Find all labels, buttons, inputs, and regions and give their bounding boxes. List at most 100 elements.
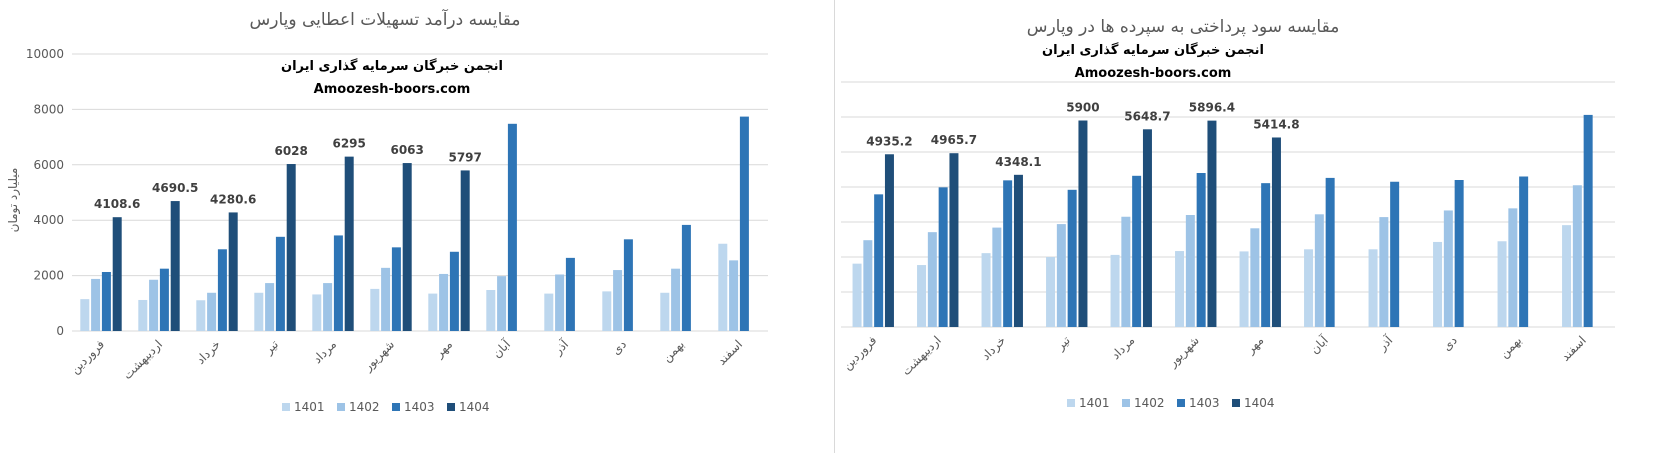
bar-1403 (391, 247, 401, 331)
data-label: 5648.7 (1124, 109, 1170, 123)
x-tick-label: تیر (261, 337, 282, 358)
bar-1402 (1572, 185, 1582, 327)
bar-1401 (370, 288, 380, 331)
bar-1404 (1207, 120, 1217, 327)
bar-1401 (1433, 241, 1443, 327)
x-tick-label: اسفند (714, 337, 745, 368)
bar-1401 (1562, 225, 1572, 327)
bar-1403 (275, 236, 285, 331)
bar-1403 (1325, 177, 1335, 327)
x-tick-label: دی (1440, 333, 1460, 353)
bar-1401 (1368, 249, 1378, 327)
bar-1402 (1185, 215, 1195, 327)
legend-swatch-1402 (1122, 399, 1130, 407)
bar-1403 (681, 224, 691, 331)
data-label: 6063 (390, 143, 423, 157)
bar-1403 (217, 249, 227, 331)
bar-1404 (228, 212, 238, 331)
data-label: 4690.5 (152, 181, 198, 195)
bar-1401 (1110, 254, 1120, 327)
chart-panel-deposit-interest: مقایسه سود پرداختی به سپرده ها در وپارس … (834, 0, 1665, 453)
watermark-line-1: انجمن خبرگان سرمایه گذاری ایران (281, 58, 503, 74)
bar-1403 (1390, 181, 1400, 327)
bar-1401 (196, 300, 206, 331)
watermark-line-2: Amoozesh-boors.com (314, 82, 471, 97)
legend-label-1401: 1401 (294, 400, 325, 414)
bar-1401 (544, 293, 554, 331)
legend-swatch-1401 (282, 403, 290, 411)
bar-1402 (149, 279, 159, 331)
bar-1401 (917, 265, 927, 327)
legend-label-1403: 1403 (404, 400, 435, 414)
x-tick-label: فروردین (840, 333, 880, 373)
bar-1401 (428, 293, 438, 331)
legend-label-1402: 1402 (1134, 396, 1165, 410)
bar-1403 (1196, 173, 1206, 327)
x-tick-label: خرداد (193, 337, 223, 367)
data-label: 6295 (332, 137, 365, 151)
bar-1401 (981, 253, 991, 327)
data-label: 4280.6 (210, 192, 256, 206)
bar-1401 (312, 294, 322, 331)
bar-1404 (402, 163, 412, 331)
x-tick-label: مهر (431, 337, 455, 361)
bar-1403 (101, 271, 111, 331)
x-tick-label: اسفند (1558, 333, 1589, 364)
bar-1401 (1046, 257, 1056, 327)
chart-loan-income: مقایسه درآمد تسهیلات اعطایی وپارس انجمن … (6, 8, 768, 414)
bar-1401 (718, 243, 728, 331)
legend-swatch-1404 (1232, 399, 1240, 407)
bar-1402 (265, 283, 275, 331)
x-tick-label: مرداد (310, 337, 340, 367)
bar-1403 (1003, 180, 1013, 327)
plot-area: 0 2000 4000 6000 8000 10000 4108.6 فروردین 4690.… (26, 47, 768, 414)
x-tick-label: آبان (489, 336, 514, 361)
x-tick-label: فروردین (68, 337, 108, 377)
x-tick-label: تیر (1053, 333, 1074, 354)
bar-1401 (852, 263, 862, 327)
bar-1404 (949, 153, 959, 327)
bar-1401 (80, 299, 90, 331)
bar-1402 (1250, 228, 1260, 327)
legend-label-1404: 1404 (1244, 396, 1275, 410)
x-tick-label: مهر (1243, 333, 1267, 357)
legend-label-1401: 1401 (1079, 396, 1110, 410)
bar-1403 (938, 187, 948, 327)
bar-1403 (1454, 180, 1464, 327)
y-tick-label: 4000 (33, 213, 64, 227)
bar-1403 (874, 194, 884, 327)
chart-panel-loan-income: مقایسه درآمد تسهیلات اعطایی وپارس انجمن … (6, 8, 768, 414)
y-axis-label: میلیارد تومان (6, 168, 21, 233)
data-label: 5896.4 (1189, 101, 1235, 115)
bar-1401 (1175, 251, 1185, 327)
bar-1403 (1583, 114, 1593, 328)
x-tick-label: اردیبهشت (899, 333, 945, 379)
bar-1404 (1078, 120, 1088, 327)
data-label: 4935.2 (866, 134, 912, 148)
bar-1403 (739, 116, 749, 332)
legend-swatch-1403 (392, 403, 400, 411)
bar-1402 (207, 292, 217, 331)
bar-1404 (884, 154, 894, 327)
data-label: 5900 (1066, 101, 1099, 115)
y-tick-label: 6000 (33, 158, 64, 172)
bar-1403 (1067, 189, 1077, 327)
bar-1402 (439, 273, 449, 331)
y-tick-label: 2000 (33, 269, 64, 283)
bar-1404 (344, 156, 354, 331)
bar-1403 (1261, 183, 1271, 327)
bar-1403 (333, 235, 343, 331)
bar-1401 (602, 291, 612, 331)
x-tick-label: دی (609, 337, 629, 357)
plot-area: 010002000300040005000600070004935.2فرورد… (840, 81, 1615, 410)
legend-swatch-1402 (337, 403, 345, 411)
x-tick-label: بهمن (660, 337, 688, 365)
bar-1404 (112, 217, 122, 331)
x-tick-label: شهریور (360, 337, 398, 375)
legend-swatch-1403 (1177, 399, 1185, 407)
x-tick-label: آذر (550, 336, 573, 359)
y-tick-label: 8000 (33, 102, 64, 116)
x-tick-label: بهمن (1497, 333, 1525, 361)
bar-1401 (486, 290, 496, 331)
x-tick-label: آذر (1374, 332, 1397, 355)
